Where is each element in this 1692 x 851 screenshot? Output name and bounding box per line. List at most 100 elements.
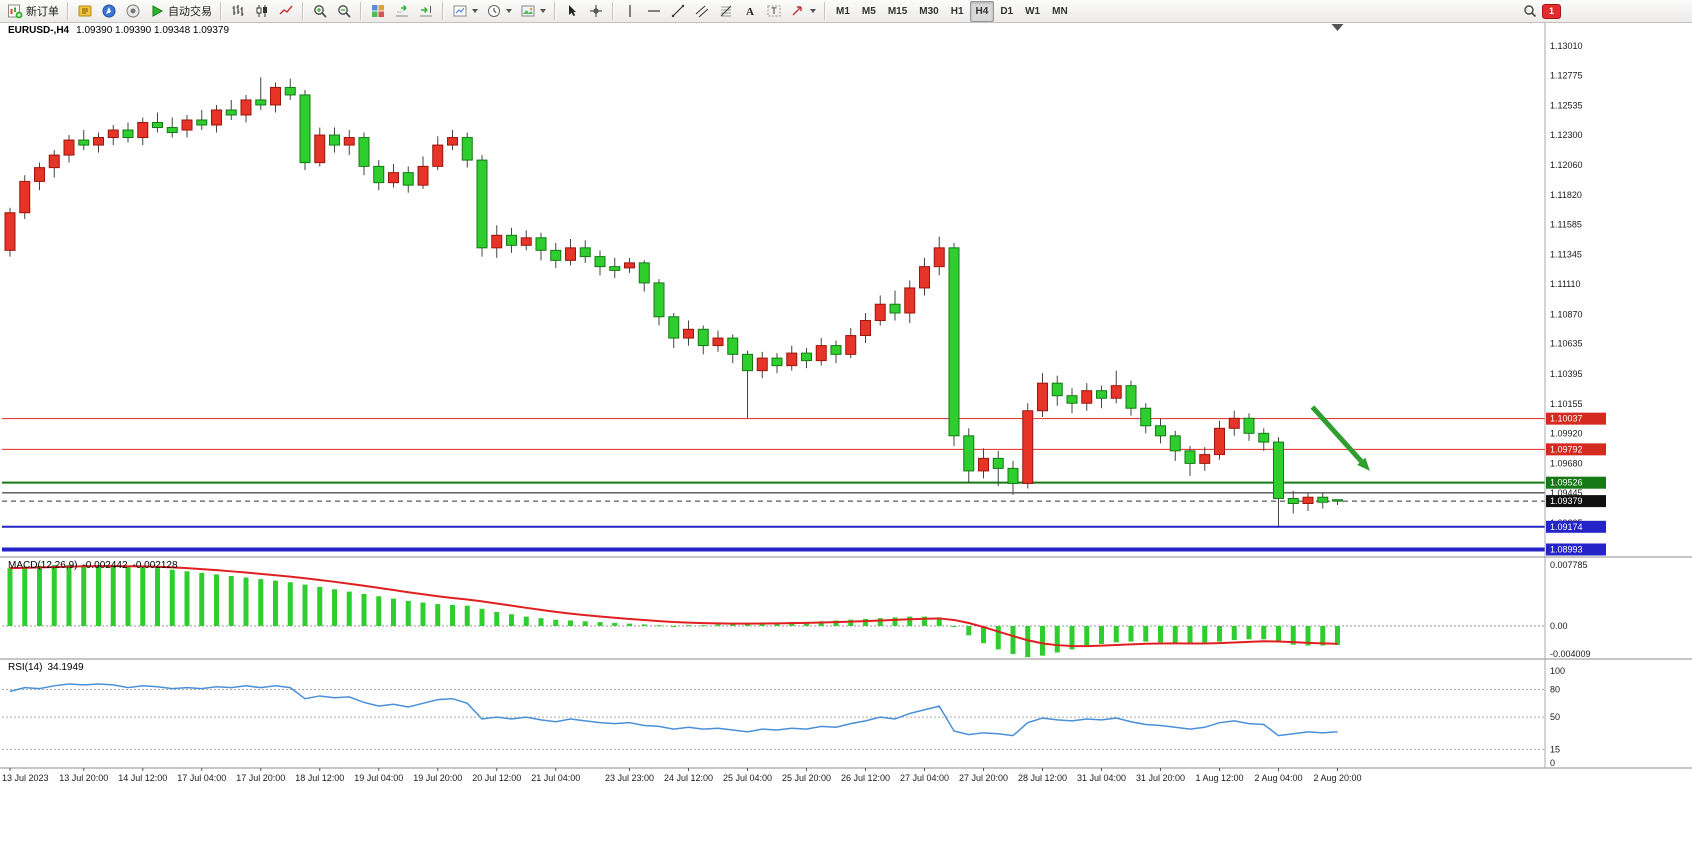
toolbar-separator (442, 2, 444, 20)
macd-bar (1040, 625, 1045, 656)
price-tick: 1.09920 (1550, 428, 1583, 438)
tile-windows-button[interactable] (366, 1, 390, 22)
notifications-badge[interactable]: 1 (1542, 3, 1561, 19)
metaeditor-button[interactable] (73, 1, 97, 22)
candle (712, 337, 724, 347)
templates-button[interactable] (516, 1, 550, 22)
time-label: 17 Jul 04:00 (177, 773, 226, 783)
macd-axis-label: 0.007785 (1550, 560, 1588, 570)
text-button[interactable]: A (738, 1, 762, 22)
navigator-icon (101, 3, 117, 19)
toolbar: 新订单 自动交易 A T M1 M5 M15 M30 H1 H4 D1 W1 MN 1 (0, 0, 1692, 23)
macd-bar (1305, 625, 1311, 646)
candle (107, 129, 119, 139)
terminal-button[interactable] (121, 1, 145, 22)
rsi-axis-label: 100 (1550, 666, 1565, 676)
candle (240, 99, 252, 116)
timeframe-h4-button[interactable]: H4 (969, 0, 995, 22)
macd-bar (302, 584, 308, 626)
macd-bar (1290, 625, 1296, 645)
chart-shift-icon (418, 3, 434, 19)
candle (196, 119, 208, 126)
timeframe-d1-button[interactable]: D1 (1000, 5, 1014, 17)
pane-separator-rsi[interactable] (0, 657, 1692, 661)
macd-bar (612, 622, 618, 626)
candle (93, 137, 104, 146)
timeframe-h1-button[interactable]: H1 (950, 5, 964, 17)
candle (801, 352, 812, 362)
vertical-line-button[interactable] (618, 1, 642, 22)
candle (756, 357, 768, 372)
line-chart-button[interactable] (274, 1, 298, 22)
trendline-button[interactable] (666, 1, 690, 22)
candle (535, 237, 547, 251)
arrows-button[interactable] (786, 1, 820, 22)
text-label-icon: T (766, 3, 782, 19)
macd-bar (1320, 625, 1326, 646)
macd-bar (214, 574, 219, 626)
macd-bar (877, 618, 883, 626)
macd-bar (995, 625, 1001, 650)
fibonacci-button[interactable] (714, 1, 738, 22)
trend-arrow[interactable] (1310, 405, 1370, 471)
periods-button[interactable] (482, 1, 516, 22)
candle (1066, 395, 1078, 404)
zoom-in-button[interactable] (308, 1, 332, 22)
horizontal-lines (2, 418, 1545, 552)
candle (1022, 410, 1034, 484)
zoom-out-button[interactable] (332, 1, 356, 22)
cursor-button[interactable] (560, 1, 584, 22)
time-label: 2 Aug 20:00 (1313, 773, 1361, 783)
pane-separator-macd[interactable] (0, 555, 1692, 559)
candlestick-chart-button[interactable] (250, 1, 274, 22)
candle (1258, 432, 1270, 443)
macd-bar (66, 565, 72, 626)
price-tick: 1.10155 (1550, 399, 1583, 409)
macd-bar (641, 624, 647, 626)
new-chart-button[interactable] (448, 1, 482, 22)
search-button[interactable] (1518, 1, 1542, 22)
navigator-button[interactable] (97, 1, 121, 22)
macd-bar (700, 625, 706, 627)
macd-bar (258, 579, 264, 626)
time-label: 27 Jul 04:00 (900, 773, 949, 783)
time-label: 21 Jul 04:00 (531, 773, 580, 783)
new-order-button[interactable]: 新订单 (3, 1, 63, 22)
price-marker-box (1546, 412, 1606, 425)
autotrading-icon (149, 3, 165, 19)
macd-bar (1246, 625, 1252, 640)
timeframe-m15-button[interactable]: M15 (887, 5, 908, 17)
timeframe-w1-button[interactable]: W1 (1025, 5, 1041, 17)
macd-bar (1025, 625, 1031, 658)
auto-scroll-button[interactable] (390, 1, 414, 22)
vertical-line-icon (622, 3, 638, 19)
candle (904, 287, 916, 314)
macd-bar (656, 625, 662, 627)
chart-shift-marker-icon[interactable] (1331, 24, 1344, 31)
timeframe-m30-button[interactable]: M30 (919, 5, 939, 17)
macd-bar (1187, 625, 1193, 644)
price-tick: 1.11820 (1550, 190, 1582, 200)
candle (638, 262, 650, 284)
time-label: 13 Jul 2023 (2, 773, 49, 783)
macd-bar (582, 621, 588, 626)
bar-chart-button[interactable] (226, 1, 250, 22)
chart-shift-button[interactable] (414, 1, 438, 22)
autotrading-button[interactable]: 自动交易 (145, 1, 216, 22)
chevron-down-icon (540, 9, 546, 13)
macd-bar (332, 589, 337, 626)
macd-bar (22, 566, 28, 626)
timeframe-m1-button[interactable]: M1 (836, 5, 850, 17)
crosshair-button[interactable] (584, 1, 608, 22)
price-marker: 1.09379 (1550, 496, 1583, 506)
macd-bar (51, 565, 57, 626)
channel-button[interactable] (690, 1, 714, 22)
candle (624, 262, 635, 269)
macd-bar (169, 569, 175, 626)
horizontal-line-button[interactable] (642, 1, 666, 22)
price-axis: 1.13010 1.12775 1.12535 1.12300 1.12060 1.118… (1546, 41, 1606, 768)
text-label-button[interactable]: T (762, 1, 786, 22)
timeframe-mn-button[interactable]: MN (1052, 5, 1068, 17)
timeframe-m5-button[interactable]: M5 (861, 5, 876, 17)
